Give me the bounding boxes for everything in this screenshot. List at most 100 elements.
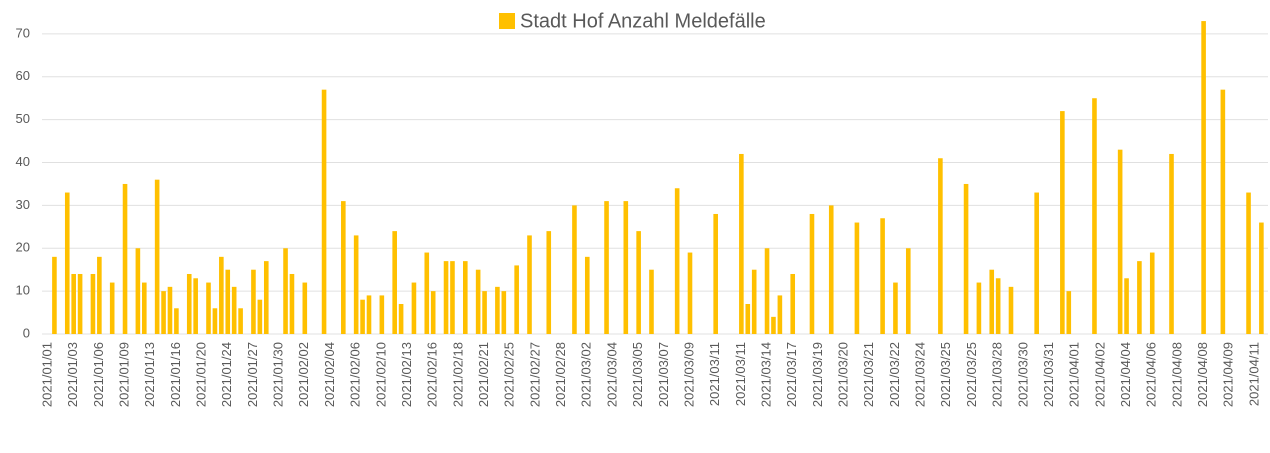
x-tick-label: 2021/03/22 bbox=[887, 342, 902, 407]
bar bbox=[122, 183, 128, 334]
y-tick-label: 60 bbox=[16, 68, 30, 83]
x-tick-label: 2021/01/09 bbox=[116, 342, 131, 407]
x-tick-label: 2021/04/08 bbox=[1169, 342, 1184, 407]
bar bbox=[167, 286, 173, 334]
bar bbox=[893, 282, 898, 334]
bar bbox=[1149, 252, 1155, 334]
bar bbox=[674, 188, 680, 334]
x-tick-label: 2021/01/13 bbox=[142, 342, 157, 407]
bar bbox=[302, 282, 308, 334]
bar bbox=[398, 303, 404, 334]
bar bbox=[739, 153, 744, 334]
x-tick-label: 2021/01/01 bbox=[39, 342, 54, 407]
bar bbox=[713, 213, 718, 334]
bar bbox=[1246, 192, 1251, 334]
x-tick-label: 2021/04/04 bbox=[1118, 342, 1133, 407]
x-tick-label: 2021/03/14 bbox=[758, 342, 773, 407]
bar bbox=[186, 273, 192, 334]
x-tick-label: 2021/03/25 bbox=[964, 342, 979, 407]
bar bbox=[430, 291, 436, 334]
bar bbox=[206, 282, 211, 334]
bar bbox=[938, 158, 943, 334]
bar bbox=[764, 248, 770, 334]
x-tick-label: 2021/02/21 bbox=[476, 342, 491, 407]
bar bbox=[514, 265, 519, 334]
bar bbox=[97, 256, 102, 334]
x-tick-label: 2021/02/04 bbox=[322, 342, 337, 407]
bar bbox=[777, 295, 783, 334]
y-tick-label: 0 bbox=[23, 325, 30, 340]
x-tick-label: 2021/02/13 bbox=[399, 342, 414, 407]
y-tick-label: 70 bbox=[16, 25, 30, 40]
bar bbox=[411, 282, 417, 334]
x-tick-label: 2021/04/11 bbox=[1246, 342, 1261, 406]
x-tick-label: 2021/02/02 bbox=[296, 342, 311, 407]
x-tick-label: 2021/01/20 bbox=[194, 342, 209, 407]
bar bbox=[1169, 153, 1174, 334]
x-tick-label: 2021/02/25 bbox=[502, 342, 517, 407]
x-tick-label: 2021/03/09 bbox=[681, 342, 696, 407]
bar bbox=[546, 231, 552, 334]
bar bbox=[71, 273, 76, 334]
bar bbox=[161, 291, 166, 334]
bar bbox=[1008, 286, 1014, 334]
x-tick-label: 2021/04/09 bbox=[1221, 342, 1236, 407]
x-tick-label: 2021/01/03 bbox=[65, 342, 80, 407]
legend-swatch bbox=[499, 13, 515, 29]
x-tick-label: 2021/03/21 bbox=[861, 342, 876, 407]
x-tick-label: 2021/03/07 bbox=[656, 342, 671, 407]
x-tick-label: 2021/03/19 bbox=[810, 342, 825, 407]
bar bbox=[283, 248, 288, 334]
bar bbox=[649, 269, 654, 334]
bar bbox=[790, 273, 796, 334]
x-tick-label: 2021/04/08 bbox=[1195, 342, 1210, 407]
bar bbox=[1220, 89, 1226, 334]
bar bbox=[52, 256, 57, 334]
bar bbox=[771, 316, 776, 334]
y-tick-label: 40 bbox=[16, 154, 30, 169]
bar bbox=[1137, 261, 1142, 334]
bar bbox=[495, 286, 500, 334]
x-tick-label: 2021/01/27 bbox=[245, 342, 260, 407]
bar bbox=[995, 278, 1001, 334]
bar bbox=[584, 256, 590, 334]
bar bbox=[604, 201, 609, 334]
bar bbox=[443, 261, 449, 334]
bar bbox=[109, 282, 115, 334]
bar bbox=[379, 295, 385, 334]
bar bbox=[623, 201, 629, 334]
bar bbox=[90, 273, 96, 334]
x-tick-label: 2021/03/11 bbox=[707, 342, 722, 406]
bar bbox=[251, 269, 256, 334]
x-tick-label: 2021/02/16 bbox=[425, 342, 440, 407]
x-tick-label: 2021/03/11 bbox=[733, 342, 748, 406]
x-tick-label: 2021/03/20 bbox=[836, 342, 851, 407]
x-tick-label: 2021/03/05 bbox=[630, 342, 645, 407]
bar bbox=[963, 183, 969, 334]
bar bbox=[475, 269, 481, 334]
bar bbox=[636, 231, 641, 334]
bar bbox=[219, 256, 224, 334]
y-tick-label: 30 bbox=[16, 197, 30, 212]
bar bbox=[745, 303, 751, 334]
bar bbox=[1259, 222, 1264, 334]
x-tick-label: 2021/02/27 bbox=[527, 342, 542, 407]
bar bbox=[263, 261, 269, 334]
bar bbox=[880, 218, 885, 334]
x-tick-label: 2021/02/10 bbox=[373, 342, 388, 407]
bar bbox=[1117, 149, 1123, 334]
x-tick-label: 2021/03/28 bbox=[990, 342, 1005, 407]
x-tick-label: 2021/04/02 bbox=[1092, 342, 1107, 407]
bar bbox=[482, 291, 487, 334]
bar bbox=[366, 295, 372, 334]
bar bbox=[238, 308, 243, 334]
bar bbox=[1092, 98, 1097, 334]
bar bbox=[392, 231, 397, 334]
bar bbox=[687, 252, 693, 334]
y-tick-label: 50 bbox=[16, 111, 30, 126]
bar bbox=[751, 269, 757, 334]
x-tick-label: 2021/02/28 bbox=[553, 342, 568, 407]
x-tick-label: 2021/01/06 bbox=[91, 342, 106, 407]
bar bbox=[424, 252, 430, 334]
